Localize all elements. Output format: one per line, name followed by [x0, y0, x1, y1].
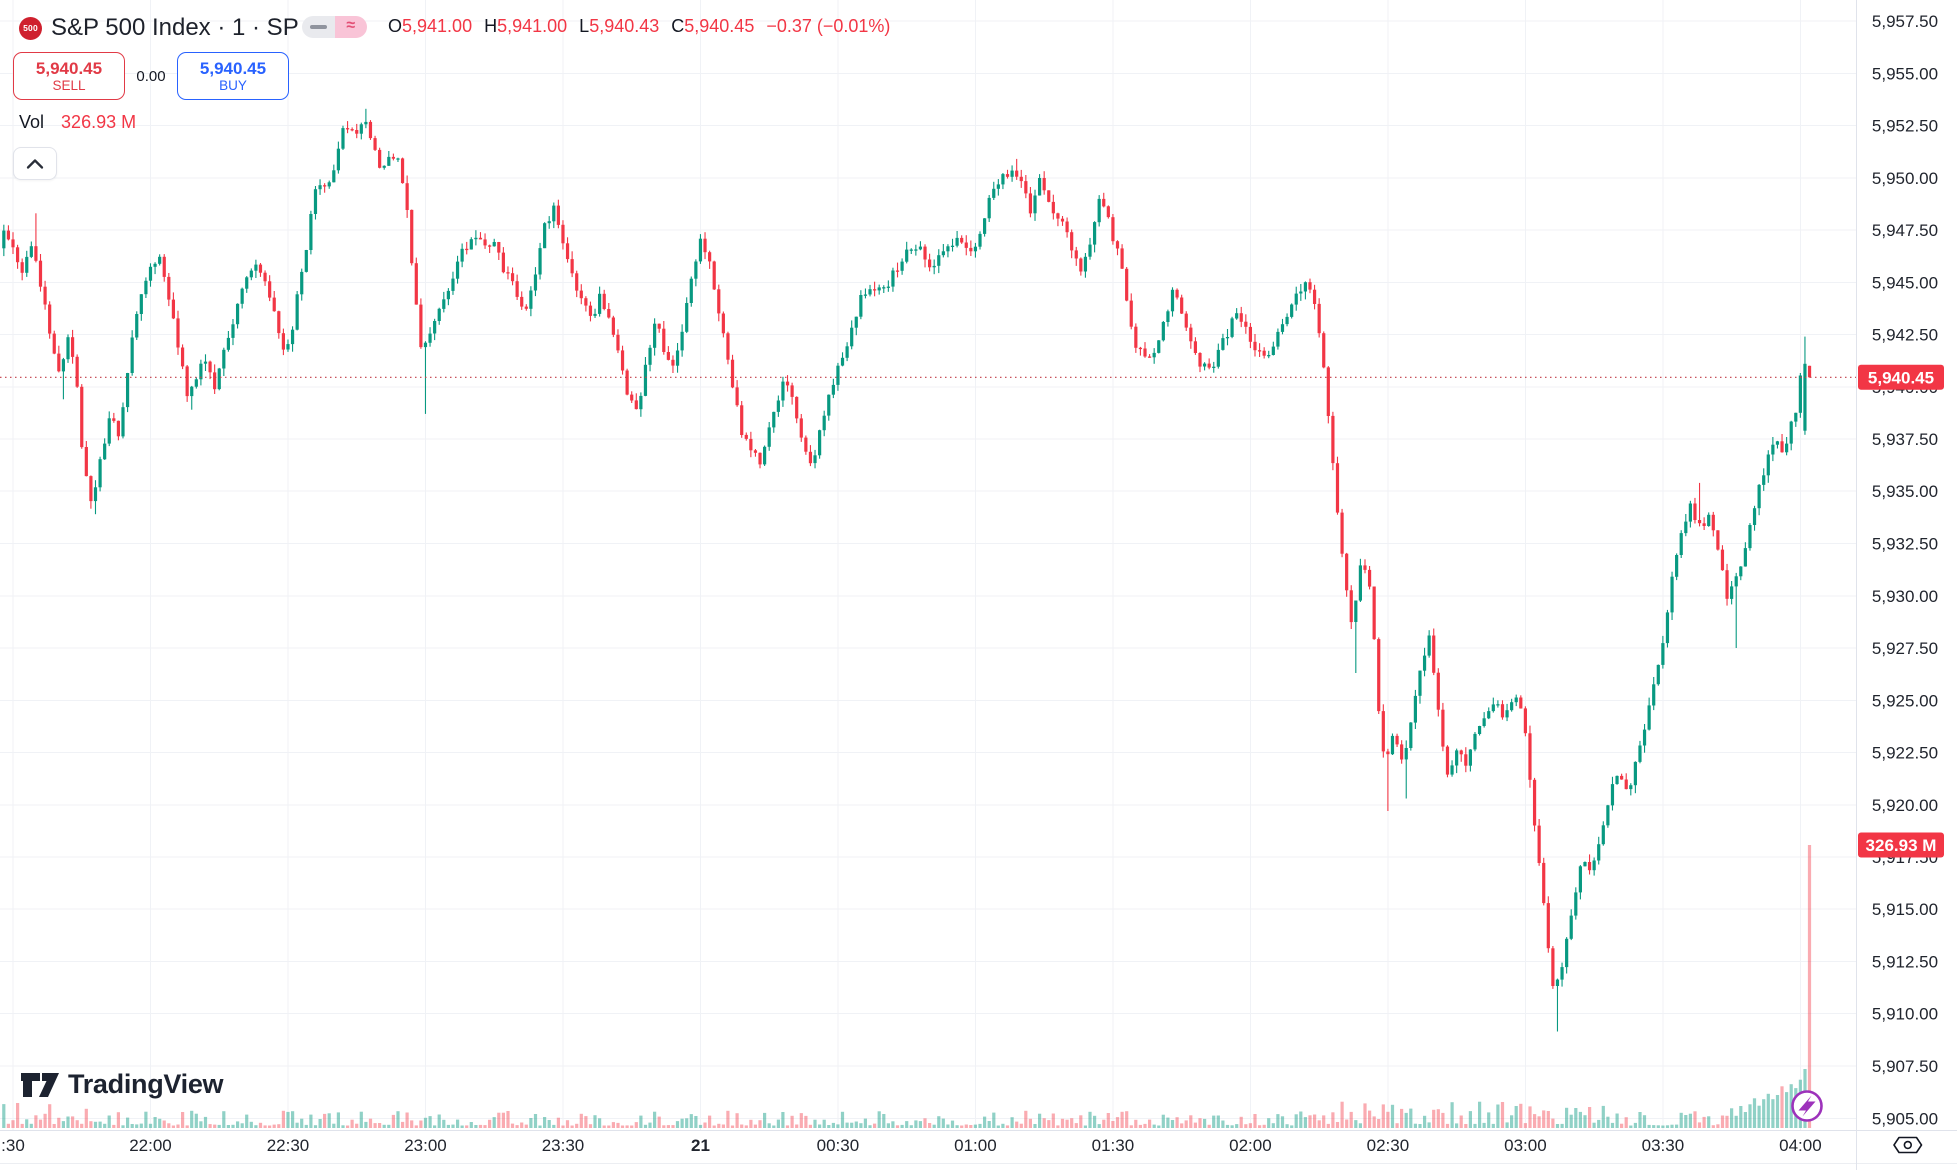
ohlc-close: C5,940.45 — [671, 16, 755, 36]
svg-text:5,947.50: 5,947.50 — [1872, 221, 1938, 240]
time-axis[interactable]: :30 22:00 22:30 23:00 23:30 21 00:30 01:00 01:30… — [0, 1130, 1957, 1170]
dash-icon — [309, 25, 327, 29]
volume-legend[interactable]: Vol 326.93 M — [19, 112, 136, 133]
svg-text:5,910.00: 5,910.00 — [1872, 1005, 1938, 1024]
price-axis[interactable]: 5,957.50 5,955.00 5,952.50 5,950.00 5,947.50… — [1856, 0, 1957, 1170]
ohlc-legend: O5,941.00 H5,941.00 L5,940.43 C5,940.45 … — [388, 16, 890, 37]
svg-text:5,932.50: 5,932.50 — [1872, 535, 1938, 554]
price-change: −0.37 (−0.01%) — [766, 16, 891, 36]
toggle-approx-option[interactable]: ≈ — [334, 16, 367, 38]
svg-text:02:00: 02:00 — [1229, 1136, 1272, 1155]
toggle-dash-option[interactable] — [302, 16, 335, 38]
svg-text::30: :30 — [1, 1136, 25, 1155]
volume-label: Vol — [19, 112, 45, 132]
grid-lines — [0, 0, 1856, 1130]
buy-price: 5,940.45 — [199, 58, 267, 78]
legend-source-toggle[interactable]: ≈ — [302, 16, 367, 38]
svg-text:5,937.50: 5,937.50 — [1872, 430, 1938, 449]
sell-button[interactable]: 5,940.45 SELL — [13, 52, 125, 100]
svg-text:5,907.50: 5,907.50 — [1872, 1057, 1938, 1076]
collapse-legend-button[interactable] — [13, 147, 57, 180]
tradingview-wordmark: TradingView — [68, 1069, 224, 1099]
last-price-badge: 5,940.45 — [1858, 364, 1944, 390]
svg-text:5,950.00: 5,950.00 — [1872, 169, 1938, 188]
svg-text:22:30: 22:30 — [267, 1136, 310, 1155]
ohlc-low: L5,940.43 — [579, 16, 660, 36]
volume-layer — [2, 845, 1812, 1128]
svg-text:5,922.50: 5,922.50 — [1872, 744, 1938, 763]
symbol-logo-icon: 500 — [19, 16, 42, 40]
buy-label: BUY — [219, 77, 247, 93]
svg-text:5,940.45: 5,940.45 — [1868, 368, 1934, 387]
svg-text:23:30: 23:30 — [542, 1136, 585, 1155]
svg-text:02:30: 02:30 — [1367, 1136, 1410, 1155]
svg-text:03:30: 03:30 — [1642, 1136, 1685, 1155]
svg-text:22:00: 22:00 — [129, 1136, 172, 1155]
volume-value: 326.93 M — [61, 112, 137, 132]
volume-badge: 326.93 M — [1858, 832, 1944, 858]
chevron-up-icon — [26, 158, 44, 169]
svg-text:5,927.50: 5,927.50 — [1872, 639, 1938, 658]
svg-text:5,920.00: 5,920.00 — [1872, 796, 1938, 815]
svg-text:5,912.50: 5,912.50 — [1872, 953, 1938, 972]
svg-text:5,955.00: 5,955.00 — [1872, 64, 1938, 83]
svg-text:5,930.00: 5,930.00 — [1872, 587, 1938, 606]
approx-icon: ≈ — [346, 17, 356, 34]
svg-text:5,952.50: 5,952.50 — [1872, 117, 1938, 136]
svg-text:04:00: 04:00 — [1779, 1136, 1822, 1155]
svg-text:5,905.00: 5,905.00 — [1872, 1109, 1938, 1128]
svg-text:5,935.00: 5,935.00 — [1872, 482, 1938, 501]
svg-text:01:00: 01:00 — [954, 1136, 997, 1155]
svg-text:23:00: 23:00 — [404, 1136, 447, 1155]
svg-text:5,942.50: 5,942.50 — [1872, 326, 1938, 345]
svg-text:326.93 M: 326.93 M — [1866, 836, 1937, 855]
hexagon-eye-icon[interactable] — [1893, 1136, 1923, 1154]
lightning-icon[interactable] — [1791, 1090, 1823, 1122]
tradingview-logo[interactable]: TradingView — [20, 1069, 224, 1100]
svg-text:21: 21 — [691, 1136, 710, 1155]
svg-text:03:00: 03:00 — [1504, 1136, 1547, 1155]
svg-text:5,925.00: 5,925.00 — [1872, 691, 1938, 710]
svg-text:5,915.00: 5,915.00 — [1872, 900, 1938, 919]
buy-button[interactable]: 5,940.45 BUY — [177, 52, 289, 100]
sell-price: 5,940.45 — [35, 58, 103, 78]
svg-text:5,945.00: 5,945.00 — [1872, 273, 1938, 292]
svg-text:5,957.50: 5,957.50 — [1872, 12, 1938, 31]
symbol-title[interactable]: S&P 500 Index · 1 · SP — [51, 14, 299, 41]
symbol-header[interactable]: 500 S&P 500 Index · 1 · SP — [19, 14, 299, 42]
svg-text:00:30: 00:30 — [817, 1136, 860, 1155]
ohlc-high: H5,941.00 — [484, 16, 568, 36]
ohlc-open: O5,941.00 — [388, 16, 473, 36]
candles-layer — [2, 108, 1812, 1032]
svg-text:01:30: 01:30 — [1092, 1136, 1135, 1155]
trade-panel: 5,940.45 SELL 0.00 5,940.45 BUY — [13, 52, 289, 100]
sell-label: SELL — [52, 77, 86, 93]
tradingview-mark-icon — [21, 1072, 59, 1097]
spread-value: 0.00 — [136, 67, 166, 85]
